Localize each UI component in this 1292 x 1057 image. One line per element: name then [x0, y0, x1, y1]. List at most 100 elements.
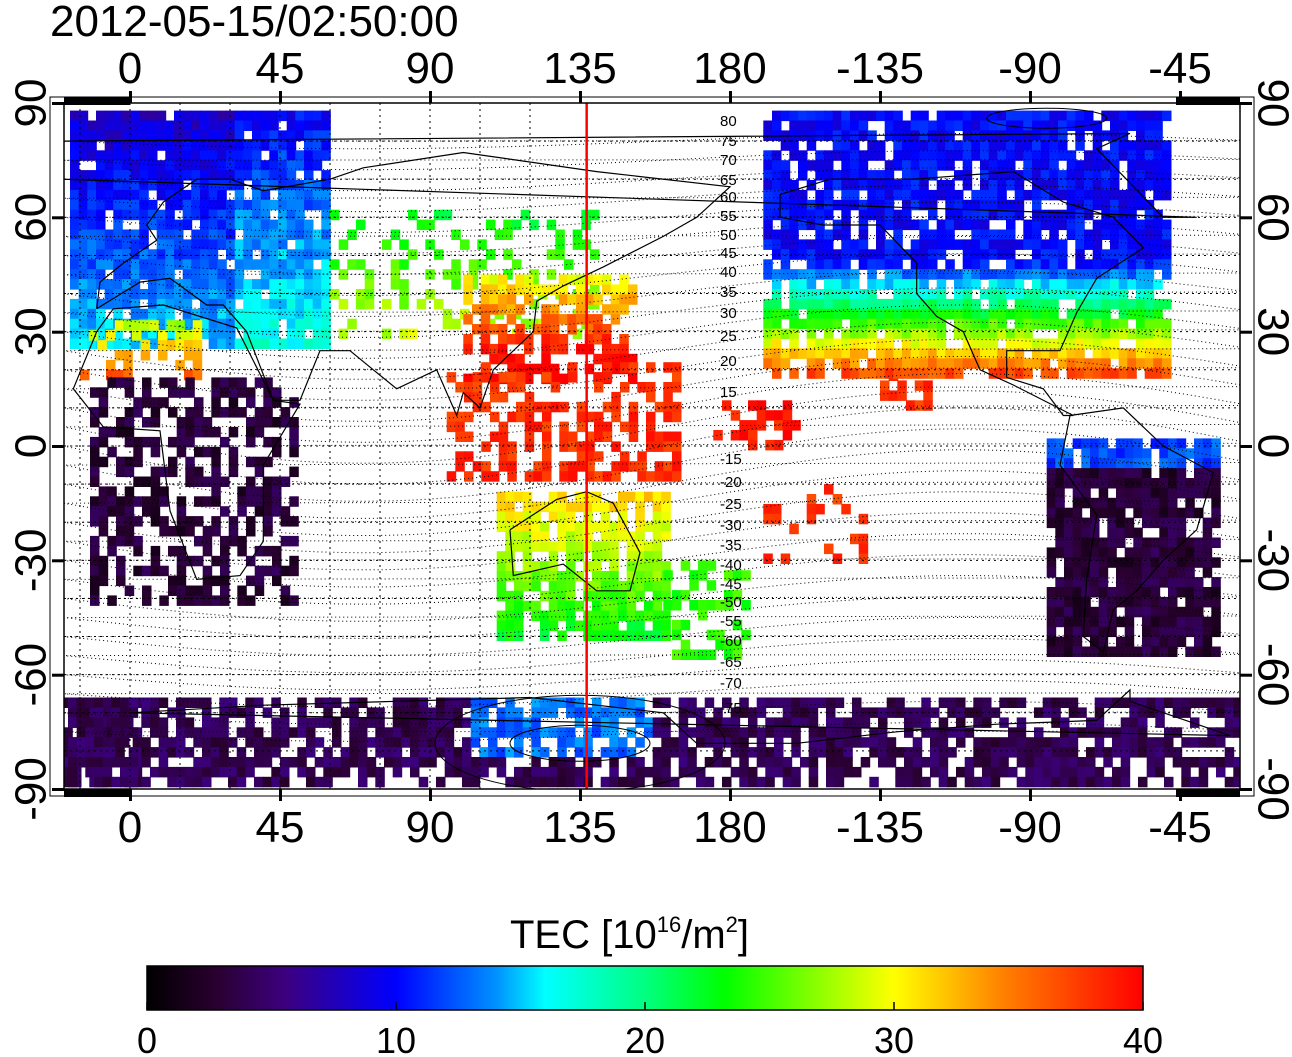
tec-cell [798, 318, 808, 330]
tec-cell [1058, 239, 1068, 250]
tec-cell [104, 110, 115, 122]
tec-cell [194, 585, 204, 596]
tec-cell [910, 298, 921, 310]
tec-cell [876, 279, 886, 290]
tec-cell [895, 766, 905, 778]
tec-cell [780, 180, 791, 191]
tec-cell [584, 363, 595, 375]
tec-cell [576, 451, 587, 462]
tec-cell [1025, 757, 1035, 768]
tec-cell [971, 229, 981, 240]
tec-cell [583, 630, 593, 641]
tec-cell [600, 620, 611, 631]
tec-cell [116, 535, 126, 547]
tec-cell [609, 766, 619, 778]
tec-cell [1092, 140, 1103, 151]
tec-cell [609, 747, 619, 758]
tec-cell [1068, 737, 1079, 748]
tec-cell [1075, 110, 1085, 122]
tec-cell [902, 328, 912, 340]
tec-cell [1090, 478, 1100, 489]
tec-cell [522, 727, 533, 738]
tec-cell [1101, 368, 1111, 379]
tec-cell [928, 298, 938, 310]
tec-cell [954, 328, 964, 340]
tec-cell [278, 249, 288, 260]
tec-cell [1040, 289, 1051, 300]
tec-cell [626, 727, 637, 738]
tec-cell [774, 747, 784, 758]
tec-cell [687, 697, 697, 708]
tec-cell [1194, 537, 1204, 548]
tec-cell [312, 130, 323, 141]
tec-cell [498, 431, 509, 442]
tec-cell [68, 766, 78, 778]
tec-cell [139, 180, 149, 191]
tec-cell [583, 707, 593, 718]
tec-cell [867, 170, 877, 181]
tec-cell [245, 717, 255, 728]
tec-cell [548, 541, 559, 552]
tec-cell [1159, 636, 1169, 648]
tec-cell [815, 189, 825, 201]
tec-cell [1194, 487, 1204, 499]
tec-cell [1014, 289, 1025, 300]
tec-cell [505, 600, 515, 612]
tec-cell [566, 757, 576, 768]
tec-cell [1107, 478, 1117, 489]
tec-cell [1032, 229, 1042, 240]
tec-cell [1168, 507, 1178, 519]
tec-cell [139, 219, 149, 231]
tec-cell [1136, 269, 1146, 280]
tec-cell [850, 269, 860, 280]
tec-cell [919, 170, 929, 181]
tec-cell [477, 259, 487, 270]
tec-cell [583, 541, 593, 552]
tec-cell [1046, 567, 1057, 578]
tec-cell [661, 531, 671, 542]
tec-cell [96, 239, 106, 250]
tec-cell [1251, 707, 1261, 718]
tec-cell [997, 160, 1007, 171]
tec-cell [364, 269, 375, 280]
tec-cell [312, 160, 323, 171]
tec-cell [211, 555, 221, 567]
magnetic-latitude-labels: 8075706560555045403530252015-15-20-25-30… [720, 113, 742, 717]
tec-cell [557, 776, 567, 788]
tec-cell [1110, 368, 1120, 379]
tec-cell [202, 446, 213, 458]
tec-cell [165, 189, 175, 201]
tec-cell [148, 199, 158, 211]
tec-cell [906, 400, 916, 411]
tec-cell [124, 486, 135, 497]
tec-cell [217, 150, 227, 161]
tec-cell [217, 130, 227, 141]
tec-cell [962, 289, 973, 300]
tec-cell [893, 269, 903, 280]
tec-cell [408, 328, 418, 340]
tec-cell [1058, 328, 1068, 340]
tec-cell [594, 421, 604, 433]
tec-cell [1098, 478, 1109, 489]
tec-cell [321, 189, 331, 201]
tec-cell [246, 476, 256, 487]
tec-cell [211, 466, 221, 478]
tec-cell [652, 531, 663, 542]
tec-cell [260, 338, 271, 349]
tec-cell [609, 757, 619, 768]
tec-cell [85, 697, 95, 708]
tec-cell [1159, 507, 1169, 519]
tec-cell [392, 737, 403, 748]
tec-cell [678, 757, 689, 768]
tec-cell [1181, 766, 1191, 778]
tec-cell [139, 120, 149, 131]
axis-bar [64, 97, 130, 105]
tec-cell [852, 727, 862, 738]
tec-cell [1159, 606, 1169, 618]
tec-cell [1086, 747, 1096, 758]
tec-cell [462, 776, 472, 788]
tec-cell [713, 727, 723, 738]
tec-cell [567, 274, 577, 285]
tec-cell [1181, 776, 1191, 788]
tec-cell [462, 766, 472, 778]
